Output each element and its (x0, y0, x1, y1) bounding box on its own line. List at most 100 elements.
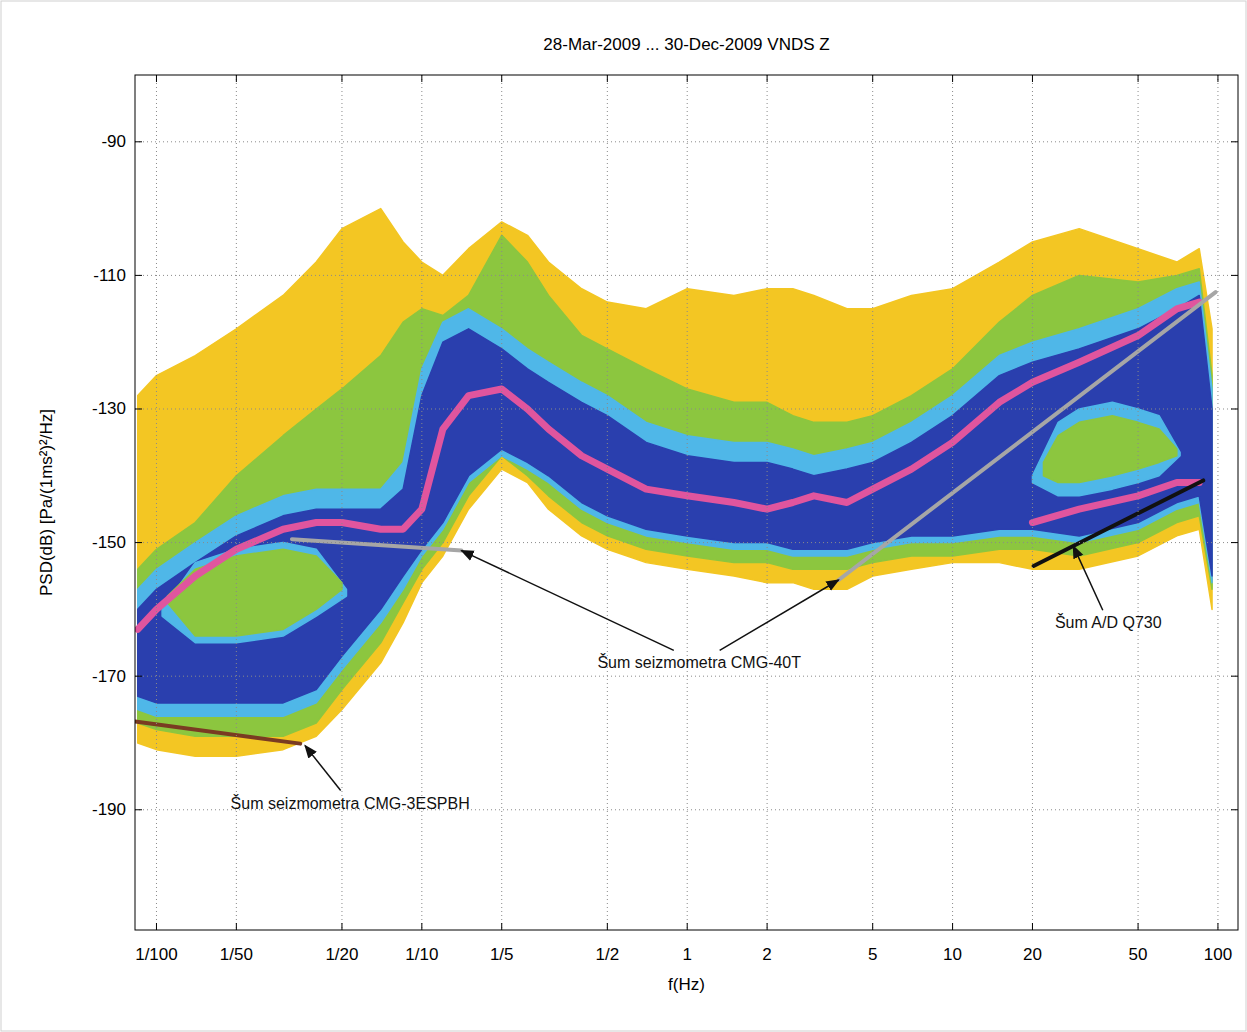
y-tick-label: -110 (93, 266, 126, 285)
annotation-arrow (461, 551, 673, 651)
x-tick-label: 1/100 (135, 945, 178, 964)
plot-data (135, 209, 1216, 757)
x-tick (421, 923, 422, 930)
grid (135, 75, 1238, 930)
y-tick (1231, 408, 1238, 409)
x-grid-line (952, 75, 953, 930)
x-tick-label: 1/10 (405, 945, 438, 964)
x-tick (421, 75, 422, 82)
x-grid-line (687, 75, 688, 930)
y-tick-label: -90 (101, 132, 126, 151)
x-tick (1217, 75, 1218, 82)
x-tick (767, 75, 768, 82)
y-tick (135, 676, 142, 677)
x-tick-label: 10 (943, 945, 962, 964)
x-tick-label: 100 (1204, 945, 1232, 964)
x-tick-label: 20 (1023, 945, 1042, 964)
density-band (138, 235, 1212, 736)
x-tick (1217, 923, 1218, 930)
y-tick-label: -170 (92, 667, 126, 686)
y-tick-label: -130 (92, 399, 126, 418)
x-grid-line (156, 75, 157, 930)
noise-line (135, 722, 300, 744)
x-grid-line (872, 75, 873, 930)
chart-title: 28-Mar-2009 ... 30-Dec-2009 VNDS Z (543, 35, 829, 54)
y-tick (135, 542, 142, 543)
x-tick (1032, 75, 1033, 82)
noise-line (1034, 480, 1204, 566)
x-tick-label: 1/2 (596, 945, 620, 964)
x-tick (236, 923, 237, 930)
x-grid-line (501, 75, 502, 930)
y-grid-line (135, 408, 1238, 409)
density-band (138, 295, 1212, 702)
plot-background (135, 75, 1238, 930)
x-tick (872, 923, 873, 930)
x-tick (767, 923, 768, 930)
x-tick (156, 75, 157, 82)
x-tick-label: 1/5 (490, 945, 514, 964)
y-tick-label: -150 (92, 533, 126, 552)
x-tick (1138, 75, 1139, 82)
x-tick-label: 5 (868, 945, 877, 964)
annotation-text: Šum seizmometra CMG-40T (597, 653, 801, 671)
x-tick-label: 1 (682, 945, 691, 964)
y-tick (1231, 275, 1238, 276)
mode-line (1032, 482, 1199, 522)
x-tick-label: 1/20 (325, 945, 358, 964)
x-tick (952, 75, 953, 82)
y-tick (1231, 141, 1238, 142)
y-tick (1231, 542, 1238, 543)
annotation-text: Šum A/D Q730 (1055, 613, 1162, 631)
annotation-arrow (720, 580, 839, 650)
density-band (162, 543, 346, 643)
x-tick (341, 75, 342, 82)
y-tick-label: -190 (92, 800, 126, 819)
x-tick (607, 923, 608, 930)
x-tick (872, 75, 873, 82)
x-grid-line (1217, 75, 1218, 930)
x-tick-label: 2 (762, 945, 771, 964)
x-tick (952, 923, 953, 930)
x-tick (1138, 923, 1139, 930)
y-tick (1231, 809, 1238, 810)
y-grid-line (135, 275, 1238, 276)
x-tick (687, 75, 688, 82)
x-tick (1032, 923, 1033, 930)
mode-line (138, 302, 1199, 629)
x-grid-line (767, 75, 768, 930)
y-tick (135, 141, 142, 142)
y-grid-line (135, 676, 1238, 677)
x-tick-label: 50 (1129, 945, 1148, 964)
noise-line (292, 539, 461, 550)
x-tick (341, 923, 342, 930)
x-grid-line (1032, 75, 1033, 930)
x-grid-line (1138, 75, 1139, 930)
y-axis-title: PSD(dB) [Pa/(1ms²)²/Hz] (37, 409, 56, 596)
x-tick (156, 923, 157, 930)
y-tick (135, 275, 142, 276)
annotation-text: Šum seizmometra CMG-3ESPBH (231, 794, 470, 812)
density-band (138, 209, 1212, 757)
picture-frame (1, 1, 1246, 1031)
x-grid-line (607, 75, 608, 930)
x-tick (236, 75, 237, 82)
y-tick (135, 809, 142, 810)
annotation-arrow (305, 746, 341, 791)
y-grid-line (135, 542, 1238, 543)
x-tick (607, 75, 608, 82)
annotation-arrow (1073, 546, 1103, 610)
x-tick (501, 923, 502, 930)
y-tick (1231, 676, 1238, 677)
plot-frame (135, 75, 1238, 930)
y-grid-line (135, 141, 1238, 142)
x-axis-title: f(Hz) (668, 975, 705, 994)
y-tick (135, 408, 142, 409)
x-tick (687, 923, 688, 930)
density-band (138, 282, 1212, 716)
density-band (1043, 416, 1176, 483)
noise-line (839, 292, 1216, 580)
chart-root: 1/1001/501/201/101/51/2125102050100-190-… (0, 0, 1247, 1032)
x-tick (501, 75, 502, 82)
density-band (167, 549, 341, 636)
